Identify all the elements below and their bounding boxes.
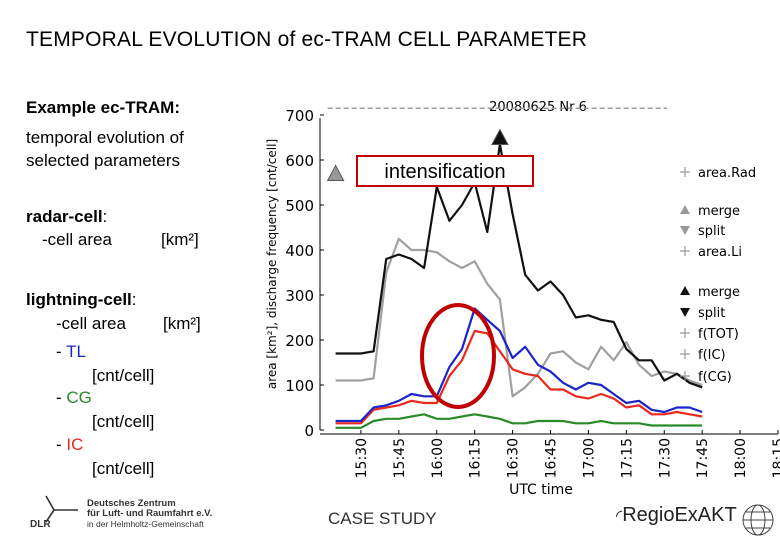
cg-unit: [cnt/cell] [92, 412, 155, 431]
example-line-2: selected parameters [26, 151, 181, 170]
legend-label: merge [698, 285, 740, 300]
y-tick-label: 100 [285, 377, 314, 395]
legend-plus-marker [680, 328, 690, 338]
highlight-ellipse [420, 303, 496, 409]
ic-unit: [cnt/cell] [92, 459, 155, 478]
lightning-unit: [km²] [163, 314, 201, 333]
series-line-fcg [335, 413, 703, 429]
lightning-heading-line: lightning-cell: [26, 289, 137, 311]
legend-split-marker [680, 226, 690, 235]
regioexakt-swoosh-icon: ◜ [616, 508, 623, 525]
radar-unit: [km²] [161, 230, 199, 249]
y-tick-label: 0 [304, 422, 314, 440]
cg-label: CG [66, 388, 92, 407]
x-tick-label: 17:45 [695, 438, 711, 478]
legend-plus-marker [680, 349, 690, 359]
dlr-line-1: Deutsches Zentrum [87, 498, 176, 509]
cg-dash: - [56, 388, 67, 407]
y-tick-label: 600 [285, 152, 314, 170]
legend-label: merge [698, 204, 740, 219]
legend-label: f(CG) [698, 370, 732, 385]
x-tick-label: 17:15 [619, 438, 635, 478]
tl-dash: - [56, 342, 67, 361]
dlr-line-2: für Luft- und Raumfahrt e.V. [87, 508, 213, 519]
legend-plus-marker [680, 167, 690, 177]
tl-line: - TL [56, 341, 86, 363]
ic-label: IC [66, 435, 84, 454]
series-line-fic [335, 329, 703, 425]
series-line-ftot [335, 307, 703, 423]
dlr-line-3: in der Helmholtz-Gemeinschaft [87, 519, 204, 529]
merge-marker [491, 128, 509, 145]
cg-line: - CG [56, 387, 92, 409]
case-study-label: CASE STUDY [328, 509, 437, 528]
legend-label: split [698, 306, 725, 321]
radar-item: -cell area [42, 230, 112, 249]
x-tick-label: 17:00 [581, 438, 597, 478]
lightning-heading: lightning-cell [26, 290, 132, 309]
legend-split-marker [680, 308, 690, 317]
legend-label: area.Rad [698, 166, 756, 181]
y-tick-label: 400 [285, 242, 314, 260]
y-tick-label: 300 [285, 287, 314, 305]
x-tick-label: 17:30 [657, 438, 673, 478]
dlr-mark: DLR [30, 519, 51, 530]
lightning-colon: : [131, 290, 137, 309]
intensification-annotation: intensification [356, 155, 534, 187]
example-heading: Example ec-TRAM: [26, 98, 180, 117]
legend-label: split [698, 224, 725, 239]
regioexakt-logo: ◜RegioExAKT [616, 504, 737, 527]
dlr-logo-icon: DLR [30, 495, 78, 530]
legend-label: f(IC) [698, 348, 726, 363]
network-globe-icon [742, 504, 774, 536]
tl-unit: [cnt/cell] [92, 366, 155, 385]
x-tick-label: 16:00 [430, 438, 446, 478]
legend-merge-marker [680, 286, 690, 295]
legend-label: f(TOT) [698, 327, 739, 342]
x-tick-label: 18:15 [771, 438, 780, 478]
legend-merge-marker [680, 205, 690, 214]
slide-title: TEMPORAL EVOLUTION of ec-TRAM CELL PARAM… [26, 28, 588, 51]
y-axis-label: area [km²], discharge frequency [cnt/cel… [265, 139, 279, 389]
x-tick-label: 15:45 [392, 438, 408, 478]
dlr-organization-text: Deutsches Zentrum für Luft- und Raumfahr… [87, 498, 213, 530]
y-tick-label: 200 [285, 332, 314, 350]
radar-heading-line: radar-cell: [26, 206, 107, 228]
tl-label: TL [66, 342, 86, 361]
radar-colon: : [102, 207, 108, 226]
legend-label: area.Li [698, 245, 742, 260]
y-tick-label: 500 [285, 197, 314, 215]
series-line-areali [335, 237, 703, 398]
lightning-item: -cell area [56, 314, 126, 333]
legend-plus-marker [680, 371, 690, 381]
example-line-1: temporal evolution of [26, 128, 184, 147]
x-axis-label: UTC time [509, 482, 573, 498]
merge-marker [326, 164, 345, 181]
ic-dash: - [56, 435, 67, 454]
line-chart: 20080625 Nr 60100200300400500600700area … [265, 100, 780, 498]
x-tick-label: 18:00 [733, 438, 749, 478]
x-tick-label: 16:45 [544, 438, 560, 478]
x-tick-label: 16:15 [468, 438, 484, 478]
x-tick-label: 16:30 [506, 438, 522, 478]
radar-heading: radar-cell [26, 207, 103, 226]
x-tick-label: 15:30 [354, 438, 370, 478]
y-tick-label: 700 [285, 107, 314, 125]
regioexakt-logo-text: RegioExAKT [622, 504, 737, 526]
legend-plus-marker [680, 246, 690, 256]
ic-line: - IC [56, 434, 83, 456]
series-line-arearad [335, 143, 703, 389]
